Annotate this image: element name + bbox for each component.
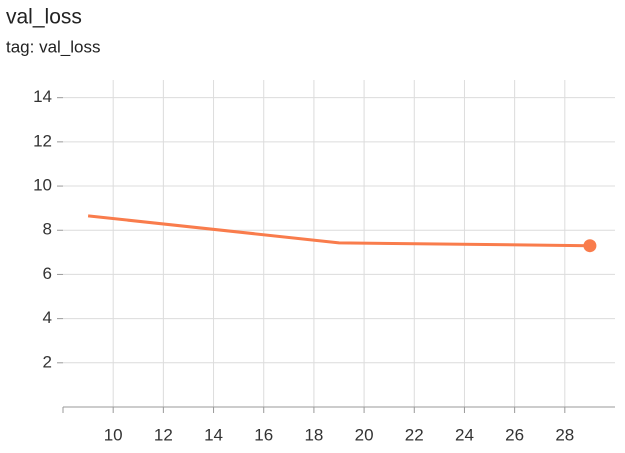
x-tick-label: 10 xyxy=(104,425,123,444)
x-tick-label: 14 xyxy=(204,425,223,444)
y-tick-label: 12 xyxy=(33,131,52,150)
x-tick-label: 12 xyxy=(154,425,173,444)
line-series xyxy=(87,214,590,248)
x-tick-label: 16 xyxy=(254,425,273,444)
chart-subtitle: tag: val_loss xyxy=(6,37,101,56)
x-tick-label: 28 xyxy=(555,425,574,444)
x-tick-label: 18 xyxy=(304,425,323,444)
y-tick-label: 6 xyxy=(43,264,52,283)
x-tick-label: 24 xyxy=(455,425,474,444)
chart-title: val_loss xyxy=(6,6,82,29)
y-tick-label: 4 xyxy=(43,308,52,327)
x-tick-label: 20 xyxy=(355,425,374,444)
y-tick-label: 8 xyxy=(43,220,52,239)
y-tick-label: 14 xyxy=(33,87,52,106)
y-tick-label: 2 xyxy=(43,352,52,371)
last-point xyxy=(583,239,597,253)
x-tick-label: 22 xyxy=(405,425,424,444)
x-tick-label: 26 xyxy=(505,425,524,444)
y-tick-label: 10 xyxy=(33,176,52,195)
